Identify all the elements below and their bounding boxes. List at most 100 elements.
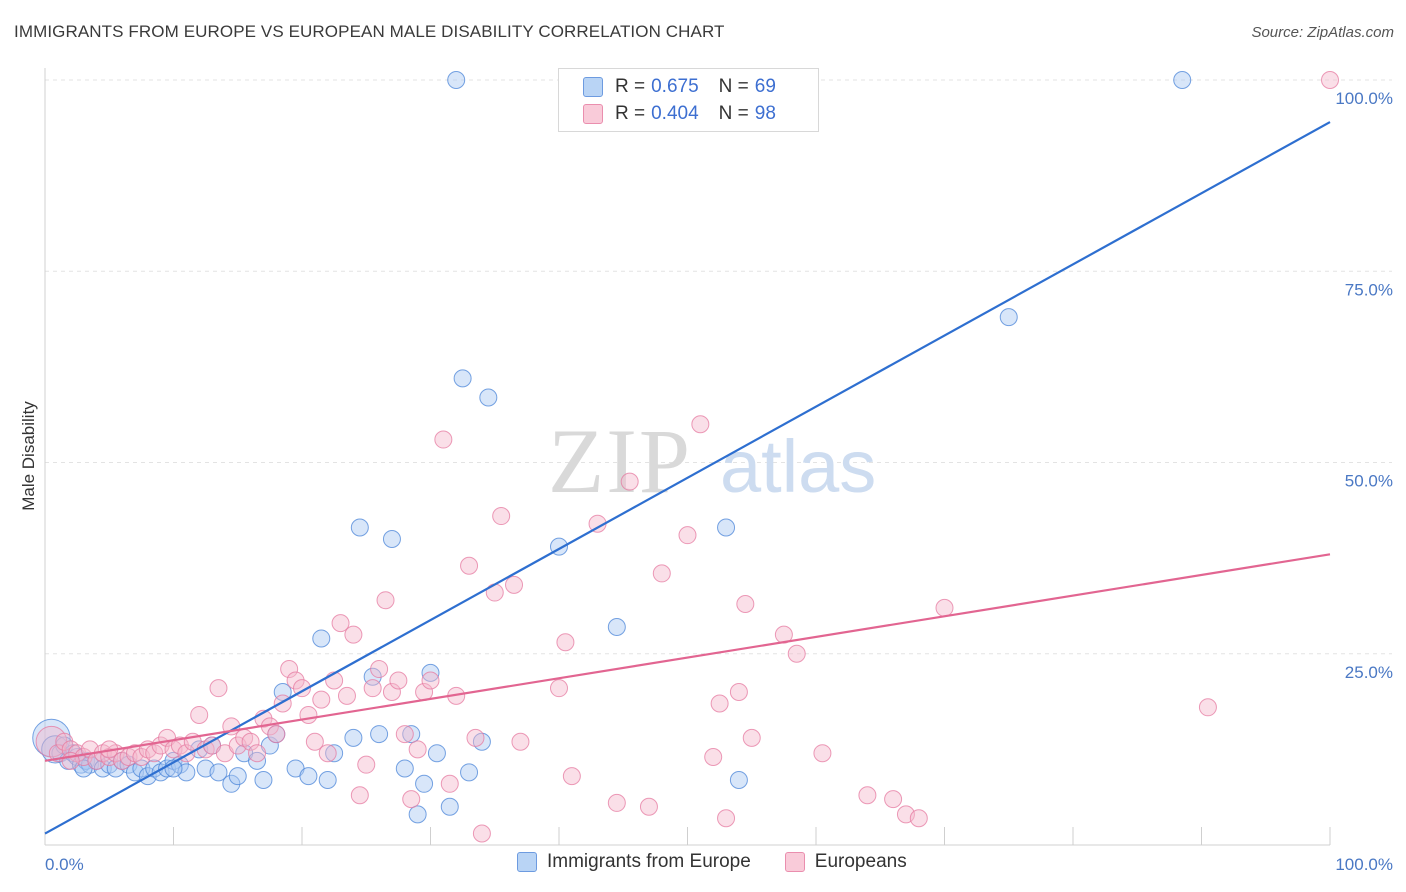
watermark: ZIP atlas — [548, 410, 876, 512]
legend-r-label: R = — [615, 103, 646, 124]
trend-line-europeans — [44, 553, 1331, 762]
point-immigrants — [395, 759, 414, 778]
point-immigrants — [717, 518, 736, 537]
series-legend: Immigrants from Europe Europeans — [517, 851, 941, 873]
point-immigrants — [248, 751, 267, 770]
point-immigrants — [607, 617, 626, 636]
point-europeans — [312, 690, 331, 709]
point-immigrants — [460, 763, 479, 782]
point-immigrants — [382, 530, 401, 548]
source-label: Source: ZipAtlas.com — [1251, 24, 1394, 41]
point-europeans — [299, 705, 318, 724]
point-europeans — [331, 614, 350, 633]
point-europeans — [267, 725, 286, 744]
point-europeans — [691, 415, 710, 434]
point-europeans — [505, 575, 524, 594]
legend-n-value: 69 — [754, 76, 776, 97]
point-europeans — [717, 809, 736, 828]
point-europeans — [858, 786, 877, 805]
point-europeans — [1198, 698, 1217, 717]
chart-title: IMMIGRANTS FROM EUROPE VS EUROPEAN MALE … — [14, 22, 725, 41]
legend-n-value: 98 — [754, 103, 776, 124]
watermark-zip: ZIP — [548, 410, 692, 512]
point-europeans — [710, 694, 729, 713]
point-immigrants — [350, 518, 369, 537]
data-points — [32, 71, 1339, 843]
point-europeans — [395, 725, 414, 744]
point-europeans — [742, 728, 761, 747]
point-europeans — [550, 679, 568, 698]
point-europeans — [639, 797, 658, 816]
point-immigrants — [415, 774, 434, 793]
y-tick-label: 75.0% — [1345, 280, 1393, 299]
point-immigrants — [453, 369, 472, 388]
point-europeans — [492, 507, 511, 526]
point-europeans — [434, 430, 453, 449]
point-europeans — [556, 633, 575, 652]
point-immigrants — [1173, 71, 1192, 89]
legend-n-label: N = — [718, 103, 749, 124]
y-tick-label: 50.0% — [1345, 472, 1393, 491]
point-immigrants — [440, 797, 459, 816]
point-europeans — [472, 824, 491, 843]
legend-item-europeans[interactable]: Europeans — [784, 851, 907, 873]
point-europeans — [787, 644, 806, 663]
point-europeans — [318, 744, 337, 763]
point-europeans — [562, 767, 581, 786]
point-immigrants — [729, 770, 748, 789]
point-europeans — [344, 625, 363, 644]
point-europeans — [363, 679, 382, 698]
legend-row-europeans: R = 0.404 N = 98 — [583, 101, 782, 127]
point-europeans — [241, 732, 260, 751]
point-europeans — [511, 732, 530, 751]
point-immigrants — [325, 744, 344, 763]
y-tick-label: 25.0% — [1345, 663, 1393, 682]
point-europeans — [652, 564, 671, 583]
point-europeans — [402, 790, 421, 809]
point-europeans — [248, 744, 267, 763]
point-immigrants — [421, 663, 440, 682]
point-europeans — [337, 686, 356, 705]
point-immigrants — [344, 728, 363, 747]
point-europeans — [421, 671, 440, 690]
trend-line-immigrants — [44, 121, 1331, 835]
point-immigrants — [447, 71, 466, 89]
point-europeans — [55, 732, 74, 751]
legend-swatch-europeans — [784, 852, 805, 872]
correlation-legend: R = 0.675 N = 69 R = 0.404 N = 98 — [558, 68, 819, 132]
point-europeans — [813, 744, 832, 763]
point-europeans — [389, 671, 408, 690]
point-immigrants — [222, 774, 241, 793]
point-europeans — [280, 660, 299, 679]
legend-swatch-europeans — [583, 104, 603, 124]
legend-swatch-immigrants — [583, 77, 603, 97]
point-europeans — [704, 748, 723, 767]
point-europeans — [736, 595, 755, 614]
point-immigrants — [318, 770, 337, 789]
point-europeans — [370, 660, 389, 679]
watermark-atlas: atlas — [720, 425, 876, 508]
point-europeans — [408, 740, 427, 759]
point-europeans — [350, 786, 369, 805]
legend-swatch-immigrants — [517, 852, 537, 872]
point-europeans — [607, 793, 626, 812]
point-europeans — [190, 705, 209, 724]
legend-n-label: N = — [718, 76, 749, 97]
point-immigrants — [479, 388, 498, 407]
legend-r-value: 0.404 — [651, 103, 699, 124]
point-europeans — [678, 526, 697, 545]
legend-row-immigrants: R = 0.675 N = 69 — [583, 74, 782, 100]
legend-label-europeans: Europeans — [814, 851, 907, 872]
legend-label-immigrants: Immigrants from Europe — [547, 851, 751, 872]
point-immigrants — [370, 725, 389, 744]
y-tick-label: 100.0% — [1335, 89, 1393, 108]
point-europeans — [884, 790, 903, 809]
point-europeans — [935, 598, 954, 617]
point-immigrants — [254, 770, 273, 789]
legend-r-value: 0.675 — [651, 76, 699, 97]
point-europeans — [466, 728, 485, 747]
trend-lines — [44, 121, 1331, 835]
point-europeans — [145, 744, 164, 763]
legend-item-immigrants[interactable]: Immigrants from Europe — [517, 851, 751, 873]
